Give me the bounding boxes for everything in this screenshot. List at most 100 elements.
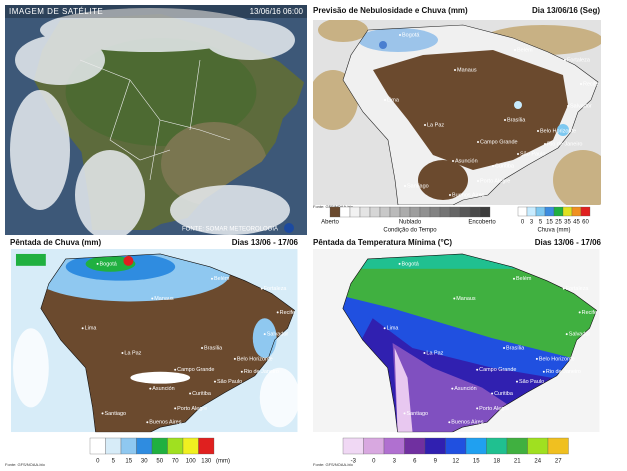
city-label: Rio de Janeiro [547,141,582,147]
city-dot [512,277,515,280]
city-label: Porto Alegre [177,406,207,412]
legend-label: 35 [564,220,571,226]
legend-caption: Condição do Tempo [383,228,437,234]
legend-swatch [389,206,401,218]
city-label: São Paulo [217,379,242,385]
legend-label: 0 [521,220,525,226]
city-label: Rio de Janeiro [244,369,279,375]
satellite-panel: IMAGEM DE SATÉLITE 13/06/16 06:00 FONTE:… [5,5,307,235]
city-label: Buenos Aires [452,192,485,198]
city-label: Recife [280,310,295,316]
city-dot [537,130,539,132]
city-label: Salvador [569,332,591,338]
panel-date: Dia 13/06/16 (Seg) [532,6,600,15]
panel-title: Pêntada de Chuva (mm) [10,238,101,247]
panel-date: Dias 13/06 - 17/06 [535,238,602,247]
source: Fonte: GFS/NOAA-blo [313,204,354,209]
city-dot [146,421,149,424]
legend-label: 45 [573,220,580,226]
city-label: Fortaleza [567,57,591,63]
city-dot [517,153,519,155]
city-label: Recife [583,81,599,87]
city-dot [101,412,104,415]
legend-label: 9 [434,459,438,465]
city-dot [201,347,204,349]
city-label: Curitiba [495,163,515,169]
legend-swatch [409,206,421,218]
rain-sea [15,253,46,266]
city-dot [476,368,479,371]
city-labels: Bogotá Manaus Belém Fortaleza Recife Salvador… [81,261,295,426]
legend-label: 21 [514,459,521,465]
legend-swatch [479,206,491,218]
city-label: La Paz [124,350,141,356]
city-label: Brasília [506,345,525,351]
city-dot [453,297,456,300]
legend-label: 25 [555,220,562,226]
city-label: Belo Horizonte [539,356,575,362]
legend-swatch [424,437,446,455]
legend-swatch [439,206,451,218]
legend-swatch [547,437,569,455]
legend-label: 0 [96,459,100,465]
city-dot [451,387,454,390]
city-labels: Bogotá Manaus Belém Fortaleza Recife Salvador… [383,261,597,426]
city-dot [448,421,451,424]
city-label: Santiago [407,183,429,189]
legend-swatch [136,437,153,455]
legend-label: 24 [534,459,541,465]
legend-swatch [329,206,341,218]
satellite-timestamp: 13/06/16 06:00 [250,7,304,16]
legend-label: -3 [351,459,357,465]
city-label: Fortaleza [264,286,288,292]
city-label: Porto Alegre [480,178,510,184]
city-dot [504,119,506,121]
city-label: Campo Grande [479,367,516,373]
city-dot [542,370,545,373]
clouds [10,8,295,235]
legend-label: Aberto [321,220,339,226]
city-dot [580,83,582,85]
city-label: Asunción [454,386,476,392]
legend-swatch [535,206,546,217]
city-dot [514,49,516,51]
panel-title: Previsão de Nebulosidade e Chuva (mm) [313,6,468,15]
city-dot [492,165,494,167]
legend-label: Encoberto [468,220,496,226]
legend-swatch [544,206,555,217]
city-label: Recife [582,310,597,316]
city-dot [477,180,479,182]
legend-label: 5 [112,459,116,465]
heavy-rain [123,255,134,266]
city-label: Campo Grande [480,139,518,145]
city-label: La Paz [427,122,444,128]
condition-legend: Aberto Nublado Encoberto Condição do Tempo [321,206,496,234]
source: Fonte: GFS/NOAA-blo [313,462,354,467]
header-bar [5,5,307,18]
city-label: Santiago [105,411,127,417]
city-label: Rio de Janeiro [546,369,581,375]
city-dot [423,351,426,354]
panel-title: Pêntada da Temperatura Mínima (°C) [313,238,452,247]
legend-label: 3 [393,459,397,465]
city-dot [452,160,454,162]
temperature-map: Bogotá Manaus Belém Fortaleza Recife Salvador… [313,249,600,433]
city-label: Brasília [507,117,526,123]
city-label: Manaus [456,296,476,302]
legend-swatch [359,206,371,218]
legend-swatch [580,206,591,217]
city-dot [399,34,401,36]
city-label: Belém [517,47,533,53]
rain-legend: 0 5 15 30 50 70 100 130 (mm) [89,437,230,465]
low-rain [12,328,298,428]
cloud-map: Bogotá Manaus Belém Fortaleza Recife Salvador… [313,20,601,205]
cloud-fields [358,28,568,200]
city-dot [562,287,565,290]
city-label: Fortaleza [566,286,590,292]
legend-swatch [429,206,441,218]
satellite-source: FONTE: SOMAR METEOROLOGIA [182,227,278,233]
legend-swatch [105,437,122,455]
legend-swatch [506,437,528,455]
